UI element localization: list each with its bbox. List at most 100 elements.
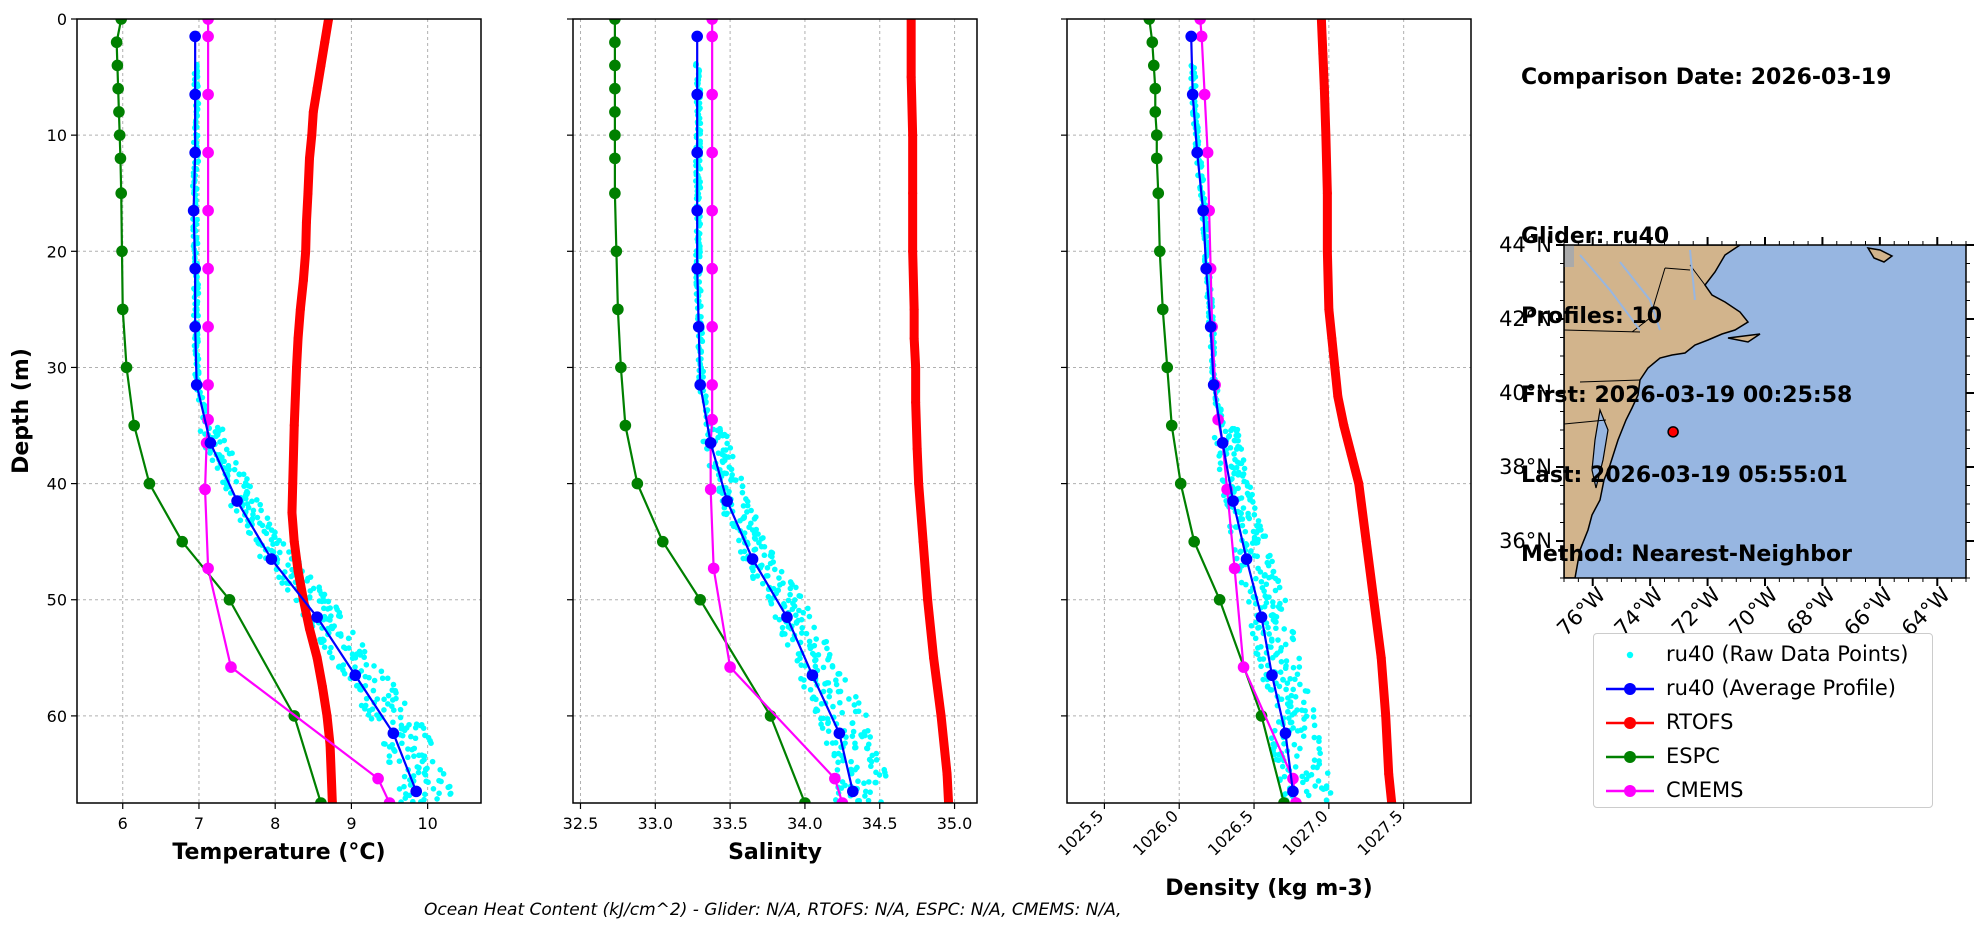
raw-data-point bbox=[1239, 522, 1246, 529]
raw-data-point bbox=[736, 537, 742, 544]
raw-data-point bbox=[396, 786, 403, 792]
raw-data-point bbox=[724, 433, 730, 440]
series-point bbox=[190, 379, 203, 391]
raw-data-point bbox=[759, 580, 766, 587]
series-point bbox=[1156, 303, 1169, 316]
series-point bbox=[312, 84, 322, 94]
raw-data-point bbox=[739, 483, 746, 490]
raw-data-point bbox=[793, 612, 799, 618]
raw-data-point bbox=[784, 642, 791, 648]
raw-data-point bbox=[362, 673, 369, 680]
raw-data-point bbox=[1268, 735, 1275, 741]
series-point bbox=[1316, 19, 1326, 24]
raw-data-point bbox=[1247, 484, 1254, 491]
raw-data-point bbox=[806, 613, 813, 620]
raw-data-point bbox=[700, 374, 706, 380]
axes-frame bbox=[572, 18, 978, 804]
raw-data-point bbox=[744, 502, 751, 509]
series-point bbox=[308, 107, 318, 117]
raw-data-point bbox=[797, 655, 803, 662]
series-point bbox=[944, 798, 954, 803]
plot-area bbox=[110, 19, 454, 803]
raw-data-point bbox=[401, 727, 408, 734]
series-point bbox=[312, 653, 322, 663]
legend-label-average: ru40 (Average Profile) bbox=[1666, 676, 1896, 700]
series-point bbox=[704, 483, 717, 496]
series-point bbox=[1216, 437, 1229, 449]
raw-data-point bbox=[1249, 630, 1256, 637]
series-line-espc bbox=[115, 19, 322, 803]
raw-data-point bbox=[1216, 453, 1222, 459]
series-point bbox=[295, 304, 305, 314]
y-tick-label: 60 bbox=[47, 707, 67, 726]
raw-data-point bbox=[815, 652, 822, 658]
legend-swatch-average bbox=[1606, 683, 1654, 695]
series-point bbox=[1237, 661, 1250, 673]
raw-data-point bbox=[1275, 637, 1281, 643]
raw-data-point bbox=[1249, 540, 1256, 546]
raw-data-point bbox=[237, 517, 244, 524]
series-point bbox=[1186, 88, 1199, 101]
raw-data-point bbox=[1248, 622, 1255, 629]
raw-data-point bbox=[1216, 466, 1223, 473]
series-point bbox=[694, 379, 706, 391]
raw-data-point bbox=[436, 777, 442, 784]
series-point bbox=[1381, 711, 1391, 721]
raw-data-point bbox=[1288, 692, 1295, 699]
raw-data-point bbox=[1217, 460, 1224, 466]
raw-data-point bbox=[1233, 555, 1240, 562]
series-point bbox=[1354, 479, 1364, 489]
raw-data-point bbox=[1279, 763, 1286, 770]
series-point bbox=[189, 320, 201, 333]
raw-data-point bbox=[437, 766, 444, 773]
series-point bbox=[908, 130, 918, 140]
raw-data-point bbox=[277, 549, 283, 556]
raw-data-point bbox=[446, 783, 453, 790]
raw-data-point bbox=[852, 766, 859, 773]
raw-data-point bbox=[1252, 505, 1258, 511]
raw-data-point bbox=[264, 515, 271, 521]
legend-swatch-rtofs bbox=[1606, 717, 1654, 729]
lon-label: 64°W bbox=[1897, 582, 1955, 640]
raw-data-point bbox=[825, 656, 831, 663]
raw-data-point bbox=[285, 562, 291, 568]
raw-data-point bbox=[328, 644, 334, 651]
series-point bbox=[112, 82, 124, 95]
plot-area bbox=[1143, 19, 1397, 803]
raw-data-point bbox=[1327, 790, 1334, 796]
raw-data-point bbox=[427, 737, 433, 744]
raw-data-point bbox=[329, 654, 335, 661]
raw-data-point bbox=[209, 457, 216, 464]
series-point bbox=[116, 303, 129, 316]
raw-data-point bbox=[778, 568, 785, 575]
raw-data-point bbox=[397, 706, 404, 713]
raw-data-point bbox=[257, 501, 263, 508]
raw-data-point bbox=[882, 773, 889, 779]
raw-data-point bbox=[363, 661, 370, 668]
series-point bbox=[1287, 772, 1299, 785]
location-map: 44°N42°N40°N38°N36°N76°W 74°W 72°W 70°W 68°W… bbox=[1499, 233, 1974, 641]
series-point bbox=[609, 36, 621, 49]
series-point bbox=[1321, 130, 1331, 140]
raw-data-point bbox=[240, 471, 247, 478]
raw-data-point bbox=[215, 431, 221, 437]
series-point bbox=[692, 320, 705, 333]
series-point bbox=[1143, 19, 1156, 25]
series-line-ru40-average-profile- bbox=[1190, 36, 1295, 792]
legend-swatch-cmems bbox=[1606, 785, 1654, 797]
raw-data-point bbox=[391, 746, 397, 753]
raw-data-point bbox=[1217, 406, 1224, 412]
legend-swatch-raw bbox=[1626, 651, 1634, 659]
raw-data-point bbox=[819, 725, 826, 731]
series-point bbox=[1387, 798, 1397, 803]
series-point bbox=[942, 769, 952, 779]
series-point bbox=[911, 397, 921, 407]
raw-data-point bbox=[1288, 719, 1295, 726]
series-point bbox=[231, 495, 243, 507]
series-point bbox=[1188, 535, 1200, 548]
raw-data-point bbox=[340, 662, 347, 668]
series-point bbox=[1147, 59, 1160, 72]
series-point bbox=[1200, 262, 1212, 275]
raw-data-point bbox=[1238, 579, 1245, 586]
series-point bbox=[223, 593, 236, 606]
